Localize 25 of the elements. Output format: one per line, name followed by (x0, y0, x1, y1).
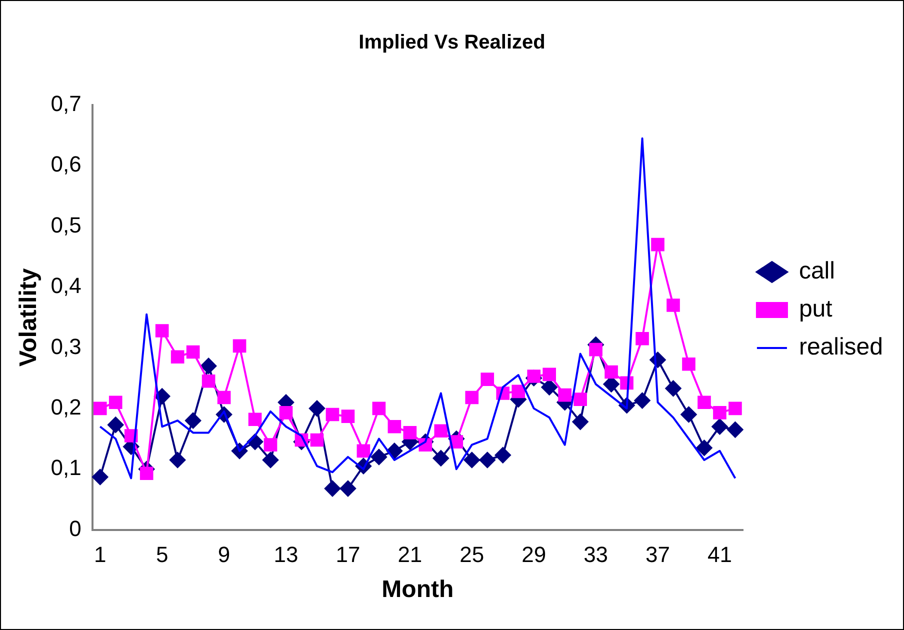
legend-label: put (798, 296, 833, 323)
y-tick-label: 0,7 (50, 91, 82, 116)
chart-title: Implied Vs Realized (358, 32, 546, 54)
x-tick-label: 13 (274, 542, 298, 568)
x-tick-label: 21 (398, 542, 422, 568)
y-tick-label: 0,5 (50, 212, 82, 238)
x-tick-label: 33 (584, 542, 608, 568)
y-tick-label: 0,4 (50, 273, 82, 298)
x-tick-label: 37 (646, 542, 670, 568)
x-tick-label: 1 (94, 542, 106, 568)
y-tick-label: 0,6 (50, 152, 82, 177)
y-tick-label: 0,1 (50, 455, 82, 480)
x-tick-label: 17 (336, 542, 360, 568)
y-tick-label: 0 (69, 516, 82, 541)
x-axis-title: Month (382, 576, 454, 604)
legend-label: realised (798, 334, 883, 361)
y-tick-label: 0,3 (50, 334, 82, 359)
x-tick-label: 9 (218, 542, 230, 568)
x-tick-label: 29 (522, 542, 546, 568)
x-tick-label: 41 (707, 542, 732, 568)
x-tick-label: 25 (460, 542, 484, 568)
y-tick-label: 0,2 (50, 394, 82, 420)
legend-label: call (798, 258, 835, 285)
y-axis-title: Volatility (15, 268, 42, 367)
x-tick-label: 5 (156, 542, 168, 568)
